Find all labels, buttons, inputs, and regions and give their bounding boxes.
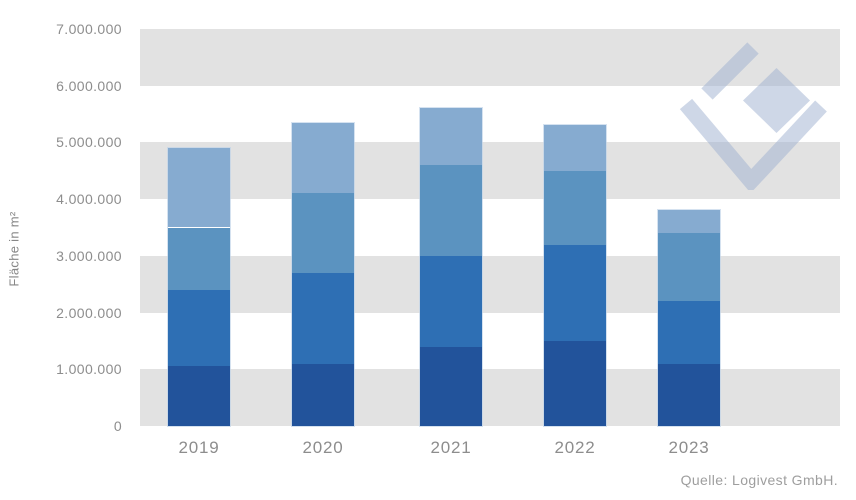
bar-2021	[420, 108, 482, 426]
bar-segment-2019-segment-1-bottom-dark-blue	[168, 366, 230, 426]
bar-segment-2021-segment-2-medium-blue	[420, 255, 482, 347]
bar-2022	[544, 125, 606, 426]
bar-segment-2019-segment-2-medium-blue	[168, 289, 230, 367]
x-axis-label-2022: 2022	[554, 438, 596, 457]
bar-segment-2023-segment-2-medium-blue	[658, 301, 720, 364]
y-axis-tick-label: 0	[113, 418, 122, 434]
bar-segment-2019-segment-4-top-light-blue	[168, 148, 230, 228]
y-axis-tick-label: 3.000.000	[56, 247, 122, 264]
grid-band	[140, 255, 840, 313]
bar-segment-2022-segment-2-medium-blue	[544, 244, 606, 341]
bar-segment-2023-segment-3-steel-blue	[658, 233, 720, 302]
bar-segment-2022-segment-1-bottom-dark-blue	[544, 340, 606, 426]
y-axis-tick-label: 4.000.000	[56, 191, 122, 208]
bar-segment-2023-segment-4-top-light-blue	[658, 210, 720, 234]
bar-2020	[292, 122, 354, 426]
bar-segment-2020-segment-4-top-light-blue	[292, 122, 354, 194]
x-axis-label-2021: 2021	[430, 438, 472, 457]
logo-outer-chevron	[679, 98, 827, 190]
bar-2019	[168, 148, 230, 426]
bar-segment-2021-segment-4-top-light-blue	[420, 108, 482, 166]
logo-diamond	[743, 68, 810, 133]
y-axis-tick-label: 2.000.000	[56, 304, 122, 321]
y-axis-tick-label: 5.000.000	[56, 134, 122, 151]
bar-segment-2020-segment-3-steel-blue	[292, 193, 354, 273]
bar-segment-2022-segment-4-top-light-blue	[544, 125, 606, 171]
y-axis-tick-label: 6.000.000	[56, 77, 122, 94]
bar-segment-2020-segment-1-bottom-dark-blue	[292, 363, 354, 426]
logivest-logo-watermark	[679, 42, 827, 190]
bar-segment-2021-segment-3-steel-blue	[420, 165, 482, 256]
y-axis-tick-label: 7.000.000	[56, 21, 122, 37]
source-caption: Quelle: Logivest GmbH.	[680, 472, 838, 488]
x-axis-label-2023: 2023	[668, 438, 710, 457]
bar-segment-2022-segment-3-steel-blue	[544, 170, 606, 245]
bar-segment-2019-segment-3-steel-blue	[168, 227, 230, 290]
bar-segment-2020-segment-2-medium-blue	[292, 272, 354, 364]
x-axis-label-2020: 2020	[302, 438, 344, 457]
x-axis-label-2019: 2019	[178, 438, 220, 457]
grid-band	[140, 369, 840, 426]
bar-segment-2021-segment-1-bottom-dark-blue	[420, 346, 482, 426]
y-axis-tick-label: 1.000.000	[56, 361, 122, 378]
bar-2023	[658, 210, 720, 426]
bar-segment-2023-segment-1-bottom-dark-blue	[658, 363, 720, 426]
logo-inner-chevron	[701, 42, 759, 100]
